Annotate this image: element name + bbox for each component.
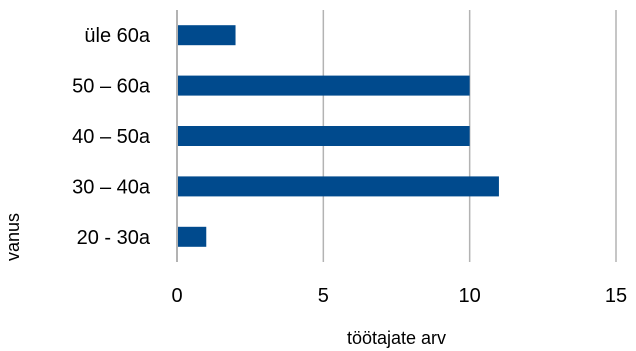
x-tick-label: 5: [318, 285, 329, 307]
y-tick-labels: 20 - 30a 30 – 40a 40 – 50a 50 – 60a üle 60a: [72, 25, 151, 249]
y-axis-title: vanus: [3, 213, 23, 261]
bar: [178, 176, 499, 197]
bar: [178, 126, 470, 146]
y-tick-label: 50 – 60a: [72, 76, 151, 98]
y-tick-label: üle 60a: [84, 25, 150, 47]
x-axis-title: töötajate arv: [347, 328, 446, 348]
x-tick-label: 15: [605, 285, 627, 307]
x-tick-labels: 0 5 10 15: [171, 285, 627, 307]
y-tick-label: 30 – 40a: [72, 176, 151, 198]
bars: [178, 25, 499, 247]
bar: [178, 226, 207, 247]
y-tick-label: 40 – 50a: [72, 126, 151, 148]
bar: [178, 75, 470, 96]
x-tick-label: 10: [459, 285, 481, 307]
y-tick-label: 20 - 30a: [77, 227, 151, 249]
bar: [178, 25, 236, 46]
x-tick-label: 0: [171, 285, 182, 307]
